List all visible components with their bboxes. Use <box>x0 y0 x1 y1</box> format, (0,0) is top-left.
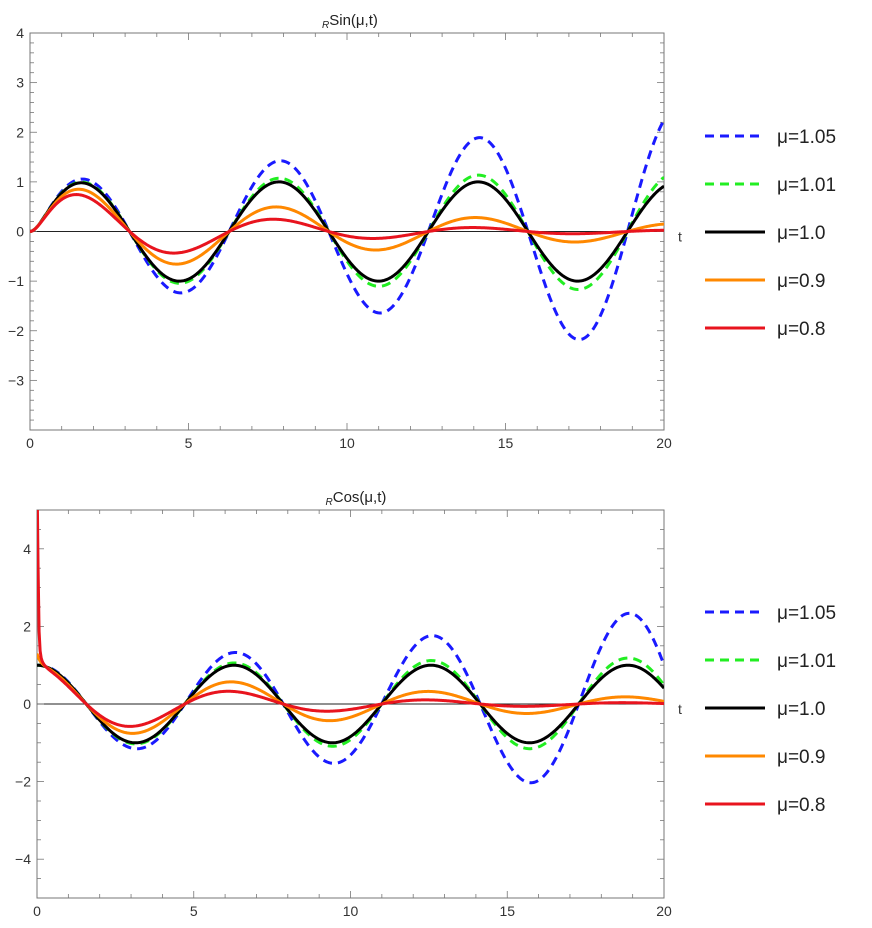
legend-label: μ=1.0 <box>777 699 825 720</box>
legend: μ=1.05 μ=1.01 μ=1.0 μ=0.9 μ=0.8 <box>705 603 836 816</box>
x-tick-label: 5 <box>190 903 198 919</box>
x-tick-label: 0 <box>33 903 41 919</box>
y-tick-label: −3 <box>8 372 24 388</box>
x-tick-label: 10 <box>339 435 355 451</box>
y-tick-label: 0 <box>23 696 31 712</box>
y-tick-label: 0 <box>16 224 24 240</box>
legend-label: μ=0.8 <box>777 319 825 340</box>
x-tick-label: 20 <box>656 903 672 919</box>
legend-label: μ=1.05 <box>777 127 836 148</box>
legend-label: μ=0.8 <box>777 795 825 816</box>
series-line-1.0 <box>30 180 664 283</box>
chart-title: RCos(μ,t) <box>326 489 387 508</box>
series-line-1.05 <box>37 611 664 785</box>
legend-label: μ=1.0 <box>777 223 825 244</box>
legend-label: μ=0.9 <box>777 271 825 292</box>
legend: μ=1.05 μ=1.01 μ=1.0 μ=0.9 μ=0.8 <box>705 127 836 340</box>
x-tick-label: 15 <box>499 903 515 919</box>
x-tick-label: 10 <box>343 903 359 919</box>
series-group <box>37 510 664 785</box>
y-tick-label: 2 <box>23 618 31 634</box>
series-line-1.0 <box>37 663 664 745</box>
y-tick-label: 2 <box>16 124 24 140</box>
x-tick-label: 0 <box>26 435 34 451</box>
x-tick-label: 5 <box>185 435 193 451</box>
series-line-0.9 <box>37 653 664 735</box>
y-tick-label: 4 <box>23 541 31 557</box>
y-tick-label: 4 <box>16 25 24 41</box>
y-tick-label: −4 <box>15 851 31 867</box>
series-line-0.8 <box>30 193 664 255</box>
x-tick-label: 15 <box>498 435 514 451</box>
series-group <box>30 119 664 342</box>
legend-label: μ=0.9 <box>777 747 825 768</box>
y-tick-label: −1 <box>8 273 24 289</box>
x-axis-label: t <box>678 701 682 717</box>
chart-title: RSin(μ,t) <box>322 12 378 31</box>
legend-label: μ=1.05 <box>777 603 836 624</box>
legend-label: μ=1.01 <box>777 651 836 672</box>
y-tick-label: 3 <box>16 75 24 91</box>
series-line-1.05 <box>30 119 664 342</box>
series-line-0.8 <box>37 510 664 728</box>
legend-label: μ=1.01 <box>777 175 836 196</box>
cos-plot-panel: t0 5 10 15 20−4−2024RCos(μ,t)μ=1.05μ=1.01μ=1… <box>15 489 836 919</box>
y-tick-label: 1 <box>16 174 24 190</box>
y-tick-label: −2 <box>15 774 31 790</box>
x-axis-label: t <box>678 229 682 245</box>
x-tick-label: 20 <box>656 435 672 451</box>
y-tick-label: −2 <box>8 323 24 339</box>
